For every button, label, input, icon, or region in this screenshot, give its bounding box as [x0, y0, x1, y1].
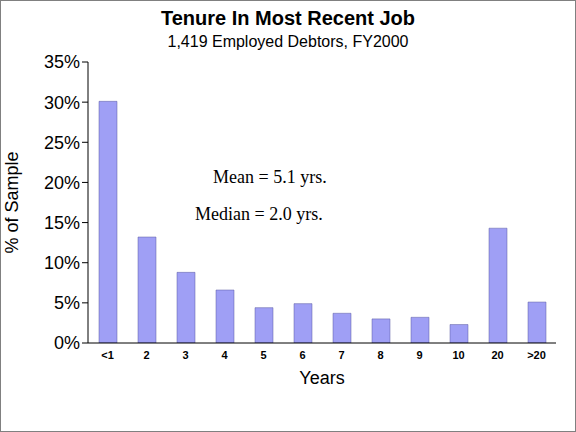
svg-text:% of Sample: % of Sample — [8, 151, 22, 253]
svg-text:5: 5 — [260, 349, 266, 361]
html-text:Mean = 5.1 yrs.: Mean = 5.1 yrs. — [213, 167, 327, 187]
svg-text:Years: Years — [299, 368, 344, 388]
svg-text:>20: >20 — [527, 349, 546, 361]
svg-text:4: 4 — [221, 349, 228, 361]
svg-text:30%: 30% — [44, 93, 80, 113]
svg-text:0%: 0% — [54, 333, 80, 353]
svg-text:9: 9 — [416, 349, 422, 361]
svg-text:5%: 5% — [54, 293, 80, 313]
svg-text:10%: 10% — [44, 253, 80, 273]
svg-text:8: 8 — [377, 349, 383, 361]
svg-text:20%: 20% — [44, 173, 80, 193]
svg-text:3: 3 — [182, 349, 188, 361]
svg-text:35%: 35% — [44, 52, 80, 72]
svg-text:20: 20 — [491, 349, 503, 361]
html-text:1,419 Employed Debtors, FY2000: 1,419 Employed Debtors, FY2000 — [167, 33, 409, 50]
svg-text:7: 7 — [338, 349, 344, 361]
svg-text:2: 2 — [143, 349, 149, 361]
svg-text:10: 10 — [452, 349, 464, 361]
html-text:Median = 2.0 yrs.: Median = 2.0 yrs. — [195, 204, 323, 224]
svg-text:15%: 15% — [44, 213, 80, 233]
html-text:Tenure In Most Recent Job: Tenure In Most Recent Job — [160, 7, 415, 29]
svg-text:25%: 25% — [44, 133, 80, 153]
svg-text:<1: <1 — [101, 349, 114, 361]
svg-text:6: 6 — [299, 349, 305, 361]
